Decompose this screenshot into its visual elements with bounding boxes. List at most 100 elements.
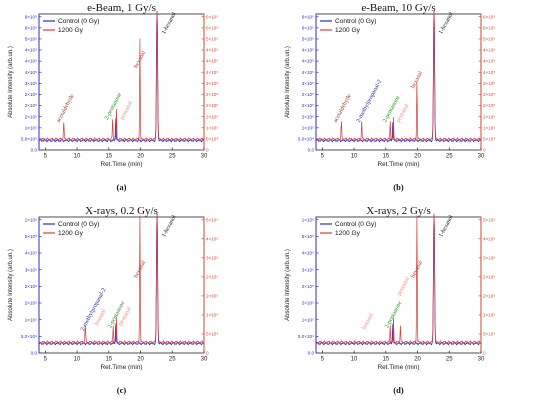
series-line-2	[38, 213, 205, 344]
left-tick-label: 5.0×10⁴	[21, 334, 37, 339]
chart-title: X-rays, 0.2 Gy/s	[85, 205, 158, 217]
right-tick-label: 3×10⁵	[483, 255, 495, 260]
peak-annotation: acetaldehyde	[333, 93, 353, 124]
chart-legend: Control (0 Gy) 1200 Gy	[320, 221, 376, 237]
left-tick-label: 2×10⁵	[25, 284, 37, 289]
right-tick-label: 2×10⁵	[206, 293, 218, 298]
x-tick-label: 20	[414, 357, 421, 363]
right-tick-label: 4×10⁵	[483, 236, 495, 241]
plot-frame	[38, 216, 205, 354]
x-tick-label: 20	[137, 357, 144, 363]
left-tick-label: 0.0	[308, 351, 315, 356]
right-tick-label: 0	[206, 351, 209, 356]
peak-annotation: 1-hexanol	[161, 214, 178, 238]
chart-panel-3: X-rays, 0.2 Gy/s 0.0 5.0×10⁴ 1×10⁵ 2×10⁵ 2×10…	[8, 205, 218, 395]
peak-annotation: pentanal	[396, 276, 411, 297]
right-tick-label: 4×10⁵	[483, 70, 495, 75]
x-tick-label: 15	[105, 154, 112, 160]
right-tick-label: 5×10⁵	[206, 217, 218, 222]
left-tick-label: 5.0×10⁴	[298, 136, 314, 141]
left-tick-label: 6×10⁵	[302, 14, 314, 19]
x-tick-label: 10	[74, 154, 81, 160]
left-tick-label: 5.0×10⁴	[298, 334, 314, 339]
left-tick-label: 0.0	[308, 148, 315, 153]
panel-label: (d)	[393, 385, 404, 395]
legend-entry: 1200 Gy	[58, 230, 84, 237]
right-tick-label: 2×10⁵	[483, 103, 495, 108]
right-tick-label: 2×10⁵	[483, 92, 495, 97]
right-tick-label: 4×10⁵	[206, 48, 218, 53]
right-tick-label: 2×10⁵	[206, 274, 218, 279]
left-tick-label: 4×10⁵	[302, 59, 314, 64]
x-tick-label: 30	[478, 154, 485, 160]
right-tick-label: 2×10⁵	[483, 114, 495, 119]
left-tick-label: 4×10⁵	[302, 48, 314, 53]
right-tick-label: 5×10⁵	[483, 217, 495, 222]
x-axis-label: Ret.Time (min)	[377, 364, 419, 371]
y-axis-label: Absolute Intensity (arb.un.)	[285, 46, 291, 118]
left-tick-label: 1×10⁵	[302, 125, 314, 130]
right-tick-label: 2×10⁵	[483, 293, 495, 298]
right-tick-label: 1×10⁵	[483, 125, 495, 130]
x-tick-label: 5	[44, 154, 48, 160]
left-tick-label: 3×10⁵	[302, 81, 314, 86]
legend-entry: Control (0 Gy)	[58, 18, 99, 25]
right-tick-label: 5×10⁵	[206, 37, 218, 42]
peak-annotation: acetaldehyde	[56, 93, 76, 124]
left-tick-label: 5×10⁵	[302, 37, 314, 42]
plot-frame	[38, 13, 205, 151]
left-tick-label: 5×10⁵	[25, 37, 37, 42]
y-axis-label: Absolute Intensity (arb.un.)	[8, 46, 14, 118]
x-tick-label: 25	[446, 154, 453, 160]
series-line-2	[315, 10, 482, 141]
left-tick-label: 2×10⁵	[302, 301, 314, 306]
left-tick-label: 2×10⁵	[302, 103, 314, 108]
right-tick-label: 3×10⁵	[483, 81, 495, 86]
left-tick-label: 5.0×10⁴	[21, 136, 37, 141]
right-tick-label: 4×10⁵	[206, 70, 218, 75]
left-tick-label: 2×10⁵	[25, 114, 37, 119]
legend-entry: 1200 Gy	[335, 27, 361, 34]
peak-annotation: 1-hexanol	[438, 11, 455, 35]
right-tick-label: 1×10⁵	[483, 313, 495, 318]
chart-legend: Control (0 Gy) 1200 Gy	[43, 18, 99, 34]
right-tick-label: 3×10⁵	[206, 255, 218, 260]
chart-title: e-Beam, 10 Gy/s	[361, 2, 435, 14]
right-tick-label: 2×10⁵	[206, 92, 218, 97]
left-tick-label: 4×10⁵	[302, 70, 314, 75]
left-tick-label: 2×10⁵	[25, 103, 37, 108]
legend-entry: Control (0 Gy)	[335, 18, 376, 25]
left-tick-label: 1×10⁵	[25, 317, 37, 322]
x-tick-label: 15	[382, 357, 389, 363]
x-tick-label: 25	[169, 357, 176, 363]
right-tick-label: 0	[483, 148, 486, 153]
peak-annotation: pentanal	[119, 100, 134, 121]
x-tick-label: 5	[321, 357, 325, 363]
peak-annotation: pentanal	[396, 103, 411, 124]
legend-entry: 1200 Gy	[58, 27, 84, 34]
x-tick-label: 15	[382, 154, 389, 160]
x-tick-label: 5	[44, 357, 48, 363]
right-tick-label: 5×10⁴	[483, 136, 495, 141]
right-tick-label: 6×10⁵	[483, 25, 495, 30]
right-tick-label: 5×10⁴	[206, 332, 218, 337]
left-tick-label: 2×10⁵	[25, 92, 37, 97]
x-tick-label: 10	[351, 154, 358, 160]
right-tick-label: 5×10⁴	[206, 136, 218, 141]
left-tick-label: 1×10⁵	[302, 317, 314, 322]
left-tick-label: 4×10⁵	[302, 251, 314, 256]
left-tick-label: 3×10⁵	[25, 267, 37, 272]
right-tick-label: 4×10⁵	[206, 59, 218, 64]
y-axis-label: Absolute Intensity (arb.un.)	[8, 249, 14, 321]
plot-frame	[315, 216, 482, 354]
right-tick-label: 6×10⁵	[206, 25, 218, 30]
chart-legend: Control (0 Gy) 1200 Gy	[43, 221, 99, 237]
peak-annotation: 1-hexanol	[161, 11, 178, 35]
left-tick-label: 5×10⁵	[25, 234, 37, 239]
x-tick-label: 25	[446, 357, 453, 363]
right-tick-label: 4×10⁵	[483, 48, 495, 53]
panel-label: (b)	[393, 182, 404, 192]
chart-legend: Control (0 Gy) 1200 Gy	[320, 18, 376, 34]
left-tick-label: 2×10⁵	[302, 92, 314, 97]
